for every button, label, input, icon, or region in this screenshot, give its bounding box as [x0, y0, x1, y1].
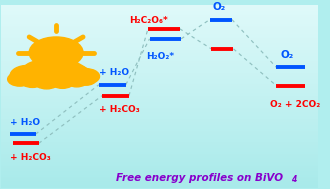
- Text: + H₂CO₃: + H₂CO₃: [10, 153, 51, 162]
- Text: O₂ + 2CO₂: O₂ + 2CO₂: [270, 100, 320, 109]
- Text: Free energy profiles on BiVO: Free energy profiles on BiVO: [116, 173, 283, 183]
- Text: H₂C₂O₆*: H₂C₂O₆*: [129, 16, 168, 25]
- Circle shape: [29, 37, 83, 68]
- Text: 4: 4: [291, 175, 296, 184]
- Text: O₂: O₂: [281, 50, 294, 60]
- Circle shape: [50, 74, 75, 88]
- Text: O₂: O₂: [213, 2, 226, 12]
- Circle shape: [59, 65, 91, 84]
- Circle shape: [77, 74, 96, 85]
- Circle shape: [22, 60, 61, 83]
- Circle shape: [10, 65, 45, 86]
- Circle shape: [8, 72, 32, 86]
- Circle shape: [34, 74, 59, 89]
- Text: + H₂O: + H₂O: [99, 68, 129, 77]
- Circle shape: [41, 62, 78, 83]
- Circle shape: [20, 74, 45, 88]
- Text: + H₂O: + H₂O: [10, 118, 40, 127]
- Text: H₂O₂*: H₂O₂*: [147, 52, 175, 61]
- Circle shape: [73, 69, 100, 84]
- Circle shape: [66, 74, 88, 87]
- Text: + H₂CO₃: + H₂CO₃: [99, 105, 140, 114]
